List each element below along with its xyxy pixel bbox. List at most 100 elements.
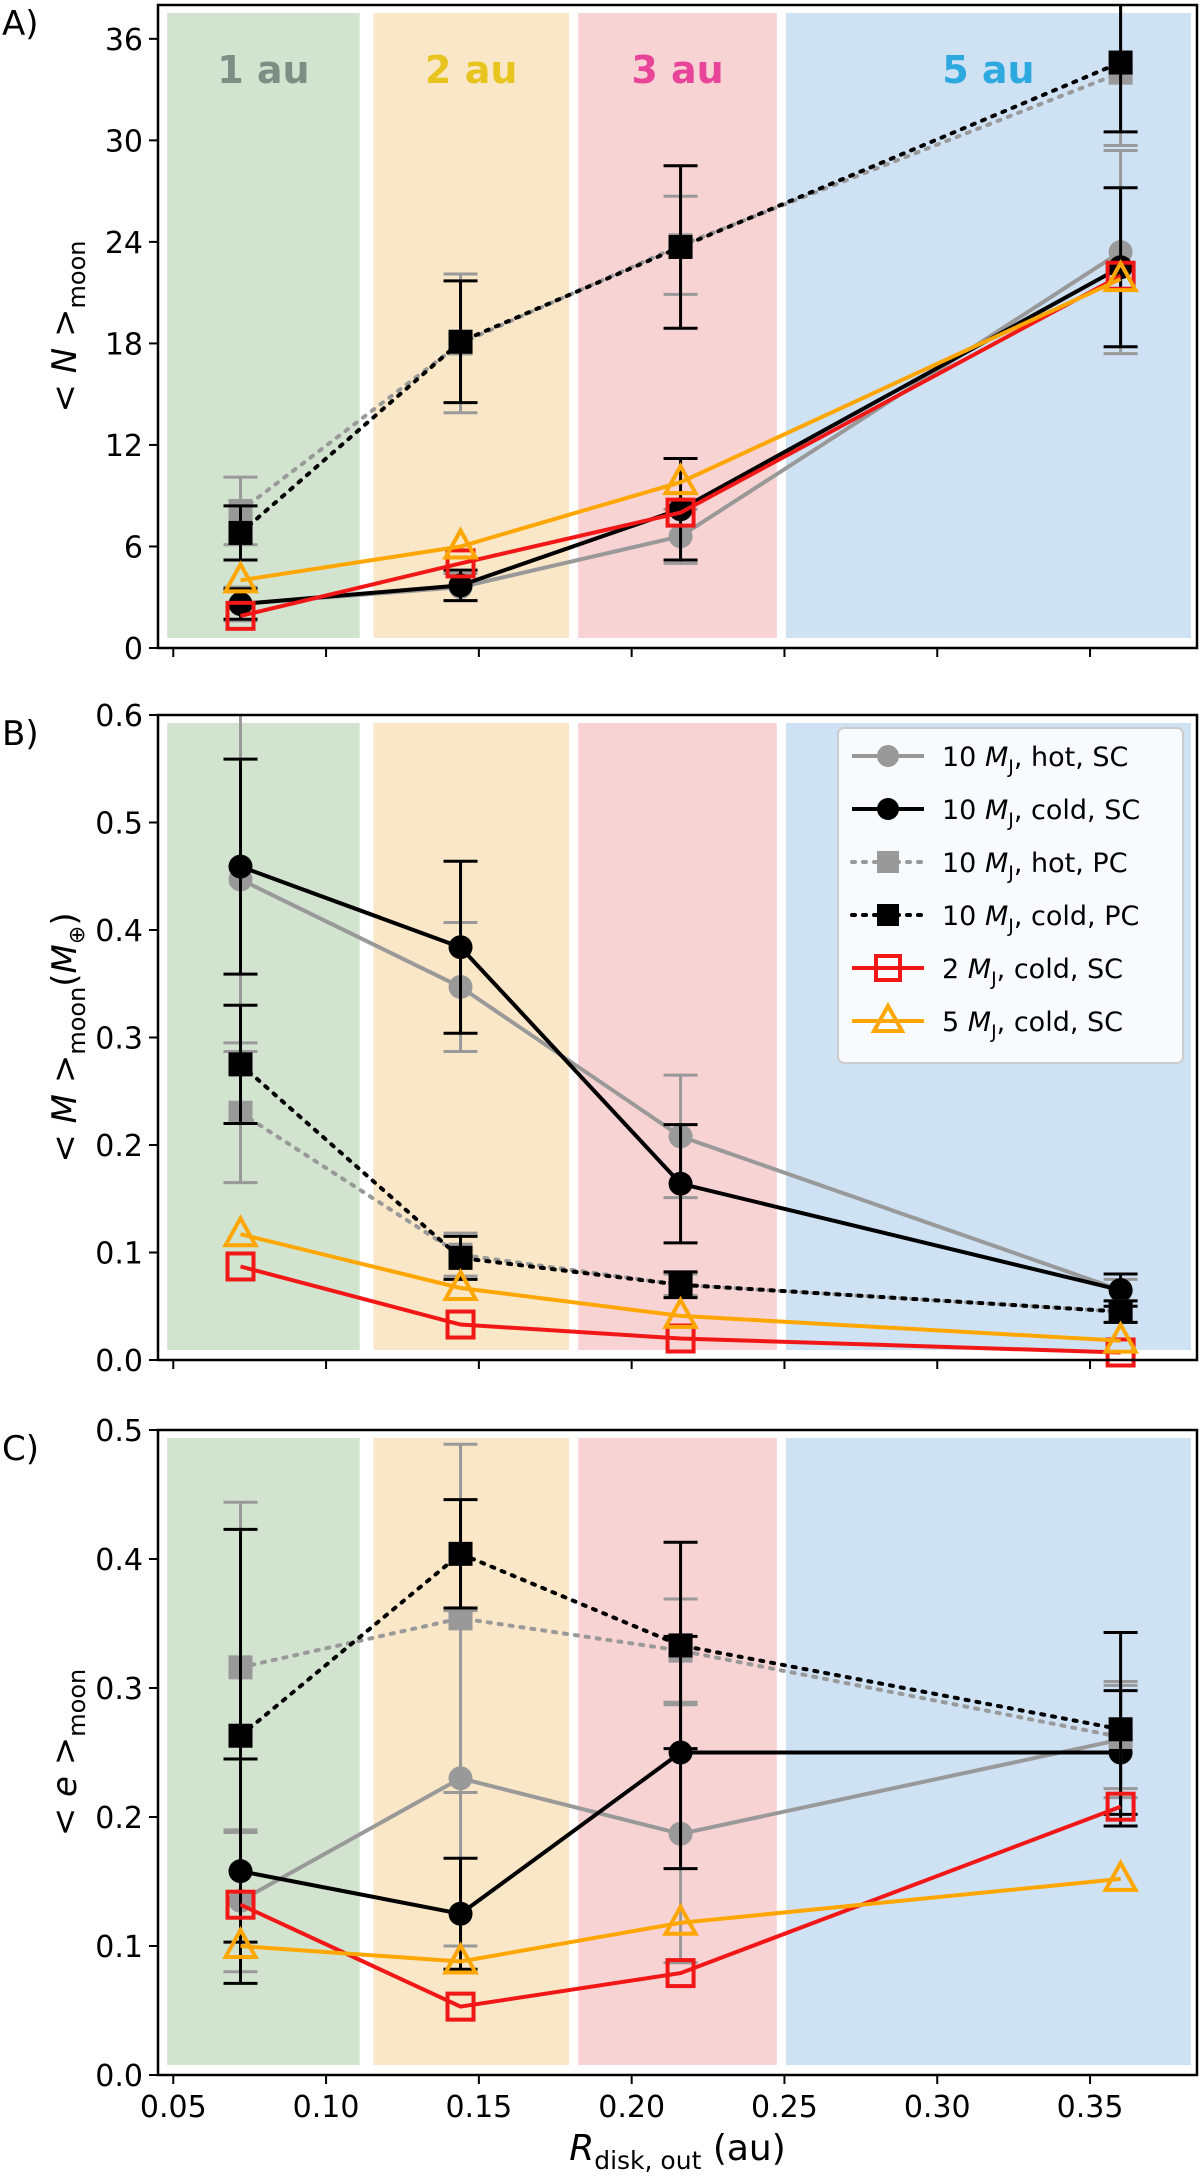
data-point: [1102, 1320, 1139, 1354]
region-band-4: [785, 13, 1191, 638]
series-line: [239, 1737, 1122, 1903]
data-point: [228, 520, 253, 545]
y-tick-label: 0.6: [95, 699, 143, 734]
y-tick-label: 18: [105, 327, 143, 362]
axes-frame: [156, 3, 1199, 650]
panel-a: 1 au 2 au 3 au 5 au 0 6 12 18 24 30 36 A) < N >moon: [2, 3, 1199, 667]
data-point: [442, 1941, 479, 1975]
data-point: [662, 1295, 699, 1329]
data-point: [448, 935, 473, 960]
data-point: [665, 497, 696, 528]
series-line: [239, 1264, 1121, 1355]
data-point: [222, 1214, 259, 1248]
y-axis-label: < N >moon: [45, 241, 91, 413]
data-point: [1102, 1858, 1139, 1892]
region-label: 1 au: [217, 48, 309, 92]
y-tick-label: 6: [124, 530, 143, 565]
series-line: [240, 1232, 1121, 1343]
series-line: [240, 273, 1122, 618]
x-tick-label: 0.15: [445, 2090, 512, 2125]
legend-label: 10 MJ, cold, PC: [942, 901, 1139, 937]
series-line: [239, 864, 1122, 1293]
panel-letter: A): [2, 4, 39, 44]
legend-marker: [874, 954, 902, 982]
y-tick-label: 30: [105, 124, 143, 159]
legend-marker: [877, 851, 899, 873]
series-line: [240, 265, 1122, 606]
region-label: 5 au: [942, 48, 1034, 92]
data-point: [1108, 1299, 1133, 1324]
legend-label: 2 MJ, cold, SC: [942, 954, 1123, 990]
data-point: [662, 462, 699, 496]
series-line: [238, 1062, 1123, 1314]
legend-label: 10 MJ, hot, SC: [942, 742, 1128, 778]
data-point: [225, 1889, 256, 1920]
data-point: [448, 573, 473, 598]
x-tick-label: 0.05: [140, 2090, 207, 2125]
data-point: [225, 1251, 256, 1282]
data-point: [228, 854, 253, 879]
y-tick-label: 0.0: [95, 2059, 143, 2094]
panel-c: 0.0 0.1 0.2 0.3 0.4 0.5 0.05 0.10 0.15 0.20 0.25 0.…: [2, 1414, 1199, 2175]
region-band-1: [167, 723, 360, 1350]
data-point: [225, 600, 256, 631]
data-point: [228, 1723, 253, 1748]
axes-frame: [156, 1428, 1199, 2077]
data-point: [668, 1171, 693, 1196]
data-point: [668, 1272, 693, 1297]
y-tick-label: 0.3: [95, 1022, 143, 1057]
region-band-1: [167, 13, 360, 638]
x-tick-label: 0.35: [1057, 2090, 1124, 2125]
series-line: [238, 1551, 1123, 1738]
legend-marker: [877, 798, 899, 820]
y-axis-label: < M >moon(M⊕): [45, 912, 91, 1162]
y-tick-label: 0.1: [95, 1237, 143, 1272]
panel-letter: B): [2, 714, 39, 754]
y-tick-label: 0.0: [95, 1344, 143, 1379]
y-tick-label: 0: [124, 632, 143, 667]
data-point: [448, 1245, 473, 1270]
legend: 10 MJ, hot, SC 10 MJ, cold, SC 10 MJ, hot,…: [837, 727, 1184, 1064]
panel-letter: C): [2, 1429, 39, 1469]
y-tick-label: 24: [105, 226, 143, 261]
data-point: [1105, 1791, 1136, 1822]
data-point: [1108, 1278, 1133, 1303]
panel-b: 0.0 0.1 0.2 0.3 0.4 0.5 0.6 B) < M >moon(M⊕) 10 M…: [2, 699, 1199, 1379]
data-point: [448, 1901, 473, 1926]
y-tick-label: 0.4: [95, 914, 143, 949]
series-line: [239, 877, 1122, 1292]
series-line: [238, 60, 1123, 535]
region-band-2: [373, 13, 570, 638]
region-band-1: [167, 1438, 360, 2065]
x-tick-label: 0.25: [751, 2090, 818, 2125]
y-tick-label: 0.5: [95, 1414, 143, 1449]
data-point: [442, 1267, 479, 1301]
data-point: [228, 1052, 253, 1077]
x-tick-label: 0.10: [293, 2090, 360, 2125]
data-point: [668, 1740, 693, 1765]
legend-marker: [877, 745, 899, 767]
legend-marker: [877, 904, 899, 926]
region-band-3: [578, 723, 777, 1350]
series-line: [240, 1876, 1121, 1964]
data-point: [448, 329, 473, 354]
y-tick-label: 0.2: [95, 1801, 143, 1836]
legend-label: 10 MJ, cold, SC: [942, 795, 1140, 831]
x-tick-label: 0.20: [598, 2090, 665, 2125]
data-point: [445, 1991, 476, 2022]
y-tick-label: 12: [105, 429, 143, 464]
data-point: [445, 548, 476, 579]
y-axis-label: < e >moon: [45, 1669, 91, 1836]
y-tick-label: 36: [105, 23, 143, 58]
series-line: [240, 277, 1122, 583]
legend-label: 10 MJ, hot, PC: [942, 848, 1128, 884]
data-point: [1108, 50, 1133, 75]
y-tick-label: 0.2: [95, 1129, 143, 1164]
y-tick-label: 0.3: [95, 1672, 143, 1707]
y-tick-label: 0.1: [95, 1930, 143, 1965]
data-point: [668, 234, 693, 259]
data-point: [1102, 259, 1139, 293]
data-point: [1108, 1717, 1133, 1742]
data-point: [662, 1902, 699, 1936]
